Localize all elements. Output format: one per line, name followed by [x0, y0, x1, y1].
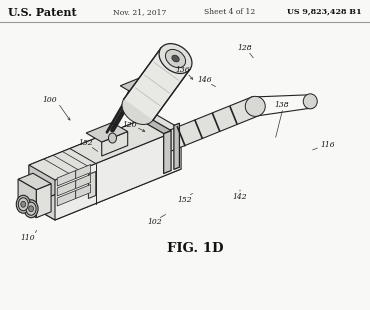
Text: 128: 128	[238, 44, 252, 52]
Polygon shape	[29, 154, 181, 220]
Polygon shape	[29, 114, 155, 205]
Polygon shape	[57, 180, 76, 196]
Text: Nov. 21, 2017: Nov. 21, 2017	[113, 8, 167, 16]
Polygon shape	[76, 165, 91, 179]
Polygon shape	[76, 175, 91, 188]
Ellipse shape	[18, 198, 28, 211]
Polygon shape	[36, 184, 51, 218]
Polygon shape	[86, 122, 128, 142]
Ellipse shape	[165, 49, 186, 68]
Polygon shape	[29, 165, 55, 220]
Text: 116: 116	[320, 141, 334, 149]
Text: 146: 146	[198, 76, 212, 84]
Polygon shape	[124, 48, 190, 120]
Ellipse shape	[245, 96, 265, 116]
Text: 100: 100	[42, 96, 57, 104]
Ellipse shape	[26, 202, 36, 215]
Text: 102: 102	[148, 218, 162, 226]
Polygon shape	[120, 74, 161, 93]
Text: 136: 136	[176, 66, 190, 74]
Polygon shape	[164, 131, 171, 174]
Ellipse shape	[172, 55, 179, 62]
Polygon shape	[55, 129, 181, 220]
Polygon shape	[29, 114, 181, 180]
Polygon shape	[57, 170, 76, 186]
Polygon shape	[57, 191, 76, 206]
Text: 120: 120	[123, 121, 137, 129]
Text: FIG. 1D: FIG. 1D	[167, 241, 223, 255]
Ellipse shape	[122, 95, 155, 124]
Ellipse shape	[24, 200, 38, 218]
Text: 138: 138	[275, 101, 289, 109]
Text: 152: 152	[178, 196, 192, 204]
Text: U.S. Patent: U.S. Patent	[8, 7, 77, 17]
Ellipse shape	[28, 206, 34, 212]
Polygon shape	[133, 82, 161, 99]
Polygon shape	[18, 179, 36, 218]
Ellipse shape	[16, 195, 30, 213]
Text: US 9,823,428 B1: US 9,823,428 B1	[287, 8, 362, 16]
Polygon shape	[102, 131, 128, 156]
Ellipse shape	[159, 44, 192, 73]
Polygon shape	[76, 184, 91, 198]
Text: Sheet 4 of 12: Sheet 4 of 12	[204, 8, 256, 16]
Ellipse shape	[303, 94, 317, 109]
Ellipse shape	[21, 201, 26, 207]
Polygon shape	[143, 118, 171, 134]
Ellipse shape	[108, 133, 117, 143]
Polygon shape	[164, 97, 259, 151]
Polygon shape	[18, 173, 51, 190]
Polygon shape	[174, 123, 179, 170]
Text: 110: 110	[21, 234, 35, 242]
Text: 142: 142	[233, 193, 247, 201]
Text: 152: 152	[79, 139, 93, 147]
Polygon shape	[88, 171, 96, 198]
